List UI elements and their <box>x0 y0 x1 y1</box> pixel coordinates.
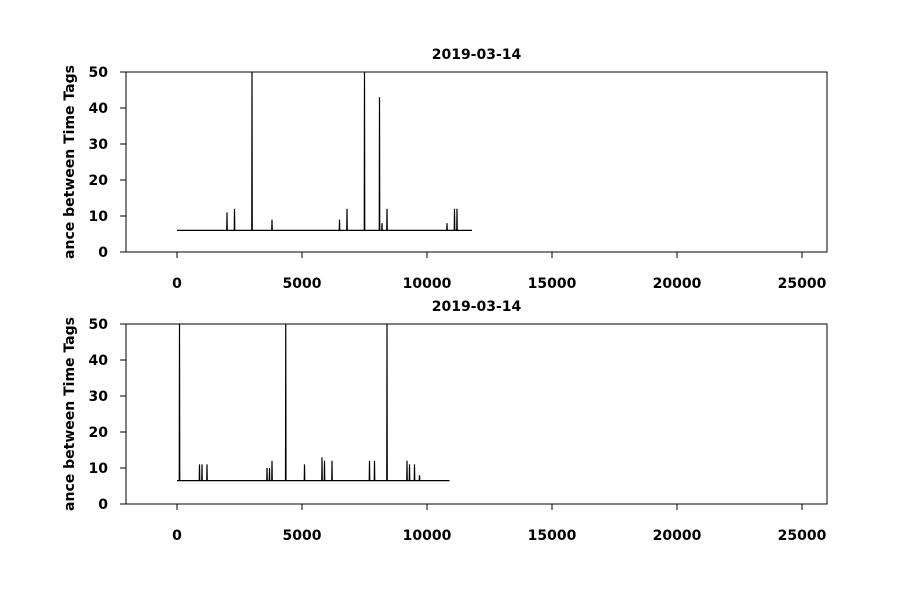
y-tick-label: 30 <box>89 137 109 153</box>
x-tick-label: 10000 <box>403 276 452 292</box>
x-tick-label: 5000 <box>283 276 322 292</box>
x-tick-label: 0 <box>172 276 182 292</box>
y-axis-label: ance between Time Tags <box>62 317 78 511</box>
plot-frame <box>125 323 828 505</box>
y-tick-label: 20 <box>89 425 109 441</box>
y-tick-label: 0 <box>98 245 108 261</box>
x-tick-label: 25000 <box>778 276 827 292</box>
y-tick-label: 10 <box>89 209 109 225</box>
chart-title: 2019-03-14 <box>432 299 522 315</box>
x-tick-label: 25000 <box>778 528 827 544</box>
y-tick-label: 50 <box>89 317 109 333</box>
y-axis-label: ance between Time Tags <box>62 65 78 259</box>
plot-frame <box>125 71 828 253</box>
y-tick-label: 30 <box>89 389 109 405</box>
x-tick-label: 0 <box>172 528 182 544</box>
x-tick-label: 20000 <box>653 276 702 292</box>
y-tick-label: 40 <box>89 101 109 117</box>
y-tick-label: 0 <box>98 497 108 513</box>
y-tick-label: 50 <box>89 65 109 81</box>
x-tick-label: 10000 <box>403 528 452 544</box>
data-line <box>177 324 450 482</box>
x-tick-label: 15000 <box>528 276 577 292</box>
y-tick-label: 10 <box>89 461 109 477</box>
x-tick-label: 5000 <box>283 528 322 544</box>
y-tick-label: 40 <box>89 353 109 369</box>
x-tick-label: 15000 <box>528 528 577 544</box>
data-line <box>177 72 472 231</box>
chart-title: 2019-03-14 <box>432 47 522 63</box>
y-tick-label: 20 <box>89 173 109 189</box>
x-tick-label: 20000 <box>653 528 702 544</box>
